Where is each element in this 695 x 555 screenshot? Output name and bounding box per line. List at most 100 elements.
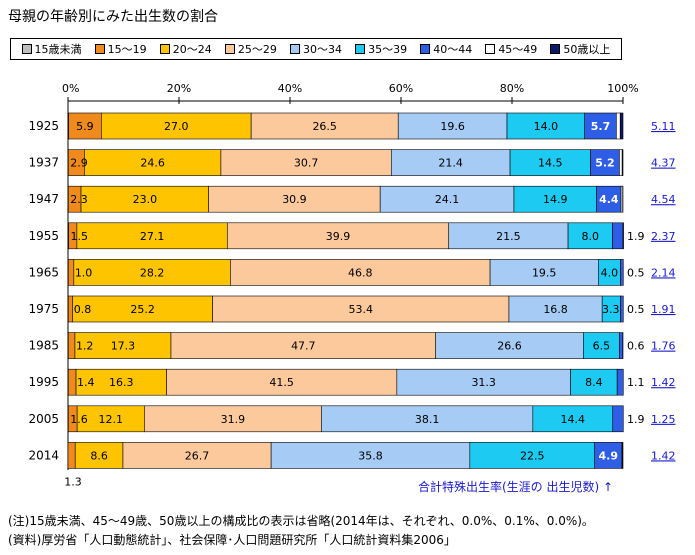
segment-label: 27.1 [140, 230, 165, 243]
segment-label: 24.1 [435, 193, 460, 206]
segment-label: 4.0 [601, 266, 619, 279]
legend-label: 15歳未満 [34, 43, 82, 56]
segment-label: 21.4 [438, 157, 463, 170]
segment-label: 5.2 [595, 157, 615, 170]
bar-segment [170, 332, 436, 359]
bar-segment [74, 442, 124, 469]
legend-item: 45〜49 [485, 41, 537, 57]
segment-label: 21.5 [496, 230, 521, 243]
legend-item: 25〜29 [224, 41, 277, 57]
legend-swatch [485, 44, 496, 54]
category-label: 1965 [28, 265, 59, 279]
segment-label: 19.6 [440, 120, 465, 133]
segment-label: 14.5 [538, 157, 563, 170]
segment-label: 19.5 [532, 266, 557, 279]
x-tick-label: 0% [62, 82, 79, 95]
segment-label: 38.1 [415, 413, 440, 426]
segment-label: 16.8 [543, 303, 568, 316]
segment-label: 5.9 [76, 120, 94, 133]
bar-segment [616, 368, 624, 396]
bar-segment [583, 332, 620, 359]
bar-segment [508, 295, 603, 323]
category-label: 1947 [28, 192, 59, 206]
bar-segment [144, 405, 322, 433]
segment-label: 23.0 [133, 193, 158, 206]
bar-segment [590, 149, 620, 176]
bar-segment [619, 112, 624, 140]
segment-label: 27.0 [164, 120, 189, 133]
segment-label: 1.9 [627, 413, 645, 426]
segment-label: 47.7 [291, 340, 316, 353]
bar-segment [67, 332, 76, 359]
tfr-value: 1.91 [651, 303, 676, 316]
bar-segment [208, 185, 381, 213]
category-label: 2005 [28, 412, 59, 426]
segment-label: 3.3 [602, 303, 620, 316]
segment-label: 35.8 [358, 449, 383, 462]
segment-label: 0.5 [627, 266, 645, 279]
bar-segment [220, 149, 392, 176]
segment-label: 30.9 [282, 193, 307, 206]
chart-title: 母親の年齢別にみた出生数の割合 [8, 9, 218, 25]
segment-label: 17.3 [111, 340, 136, 353]
legend-label: 20〜24 [172, 43, 212, 56]
bar-segment [570, 368, 618, 396]
bar-segment [122, 442, 272, 469]
segment-label: 8.6 [90, 449, 108, 462]
bar-segment [67, 295, 74, 323]
x-tick-label: 60% [389, 82, 413, 95]
tfr-value: 2.14 [651, 266, 676, 279]
bar-segment [396, 368, 571, 396]
tfr-caption: 合計特殊出生率(生涯の 出生児数) ↑ [418, 480, 614, 494]
bar-segment [621, 149, 624, 176]
bar-segment [622, 222, 624, 250]
bar-segment [397, 112, 508, 140]
segment-label: 30.7 [294, 157, 319, 170]
x-tick-label: 80% [500, 82, 524, 95]
legend-swatch [420, 44, 431, 54]
segment-label: 1.6 [70, 413, 88, 426]
segment-label: 39.9 [326, 230, 351, 243]
segment-label: 1.9 [627, 230, 645, 243]
segment-label: 6.5 [593, 340, 611, 353]
legend-item: 40〜44 [420, 41, 472, 57]
legend-swatch [21, 44, 32, 54]
legend-swatch [355, 44, 366, 54]
segment-label: 0.8 [74, 303, 92, 316]
legend-label: 50歳以上 [563, 43, 611, 56]
bar-segment [469, 442, 595, 469]
category-label: 1995 [28, 375, 59, 389]
bar-segment [435, 332, 584, 359]
bar-segment [532, 405, 614, 433]
segment-label: 1.4 [77, 376, 95, 389]
tfr-value: 1.42 [651, 376, 676, 389]
legend-swatch [224, 44, 235, 54]
bar-segment [509, 149, 591, 176]
segment-label: 31.3 [471, 376, 496, 389]
bar-segment [596, 185, 622, 213]
segment-label: 25.2 [130, 303, 155, 316]
segment-label: 1.1 [627, 376, 645, 389]
bar-segment [68, 112, 102, 140]
segment-label: 2.3 [70, 193, 88, 206]
segment-label: 53.4 [349, 303, 374, 316]
bar-segment [489, 259, 599, 286]
bar-segment [166, 368, 398, 396]
bar-segment [616, 112, 621, 140]
tfr-value: 1.42 [651, 449, 676, 462]
bar-segment [75, 368, 167, 396]
bar-segment [73, 259, 231, 286]
segment-label: 1.5 [71, 230, 89, 243]
x-tick-label: 40% [278, 82, 302, 95]
legend-label: 40〜44 [433, 43, 473, 56]
bar-segment [622, 442, 624, 469]
segment-label: 28.2 [140, 266, 165, 279]
bar-segment [513, 185, 597, 213]
bar-segment [76, 222, 228, 250]
legend-item: 15〜19 [94, 41, 147, 57]
chart-legend: 15歳未満 15〜19 20〜24 25〜29 30〜34 35〜39 40〜44 45〜49… [10, 38, 622, 60]
tfr-value: 2.37 [651, 230, 676, 243]
segment-label: 46.8 [348, 266, 373, 279]
segment-label: 8.4 [585, 376, 603, 389]
